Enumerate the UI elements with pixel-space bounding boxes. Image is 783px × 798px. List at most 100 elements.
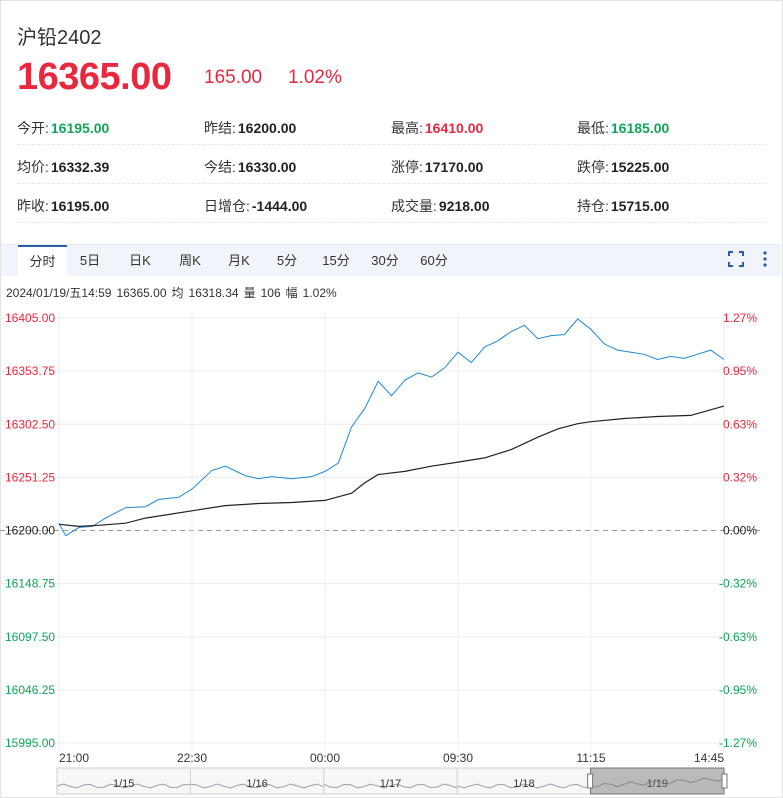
stat-label: 涨停:: [391, 159, 423, 175]
price-change-pct: 1.02%: [288, 67, 342, 88]
info-avg: 16318.34: [188, 286, 239, 300]
series: [58, 318, 725, 537]
price-change: 165.00: [204, 67, 263, 88]
y-tick-label: 16046.25: [5, 683, 55, 697]
navigator-track[interactable]: [56, 767, 725, 795]
info-vol-label: 量: [243, 286, 256, 300]
navigator-sparkline: [457, 783, 591, 789]
stat-label: 昨收:: [17, 198, 49, 214]
y-tick-label: 16097.50: [5, 630, 55, 644]
stat-value: -1444.00: [251, 198, 308, 214]
stat-value: 16200.00: [237, 120, 297, 136]
stat-label: 日增仓:: [204, 198, 250, 214]
navigator-sparkline: [190, 783, 324, 789]
stat-label: 最低:: [577, 120, 609, 136]
period-tabs: 分时 5日 日K 周K 月K 5分 15分 30分 60分: [1, 244, 781, 276]
stat-label: 均价:: [17, 159, 49, 175]
navigator-sparkline: [590, 777, 725, 788]
stat-value: 15225.00: [610, 159, 670, 175]
info-time: 2024/01/19/五14:59: [6, 286, 112, 300]
navigator-handle-right[interactable]: [721, 773, 728, 789]
x-tick-label: 14:45: [694, 751, 724, 765]
pct-tick-label: 0.63%: [723, 417, 757, 431]
pct-tick-label: 0.95%: [723, 364, 757, 378]
stat-label: 今结:: [204, 159, 236, 175]
stat-label: 持仓:: [577, 198, 609, 214]
stat-label: 今开:: [17, 120, 49, 136]
y-tick-label: 16353.75: [5, 364, 55, 378]
y-tick-label: 15995.00: [5, 736, 55, 750]
stat-value: 16195.00: [50, 120, 110, 136]
stat-prev-settle: 昨结: 16200.00: [204, 118, 296, 138]
stats-row: 均价: 16332.39 今结: 16330.00 涨停: 17170.00 跌停: 1…: [17, 145, 766, 184]
pct-tick-label: 1.27%: [723, 311, 757, 325]
info-amp-label: 幅: [285, 286, 298, 300]
stats-grid: 今开: 16195.00 昨结: 16200.00 最高: 16410.00 最低: 1…: [17, 106, 766, 223]
tab-5day[interactable]: 5日: [79, 253, 101, 268]
stat-value: 9218.00: [438, 198, 490, 214]
more-vertical-icon[interactable]: [758, 250, 772, 268]
stat-label: 成交量:: [391, 198, 437, 214]
price-line: [58, 318, 725, 537]
tab-5min[interactable]: 5分: [276, 253, 298, 268]
pct-tick-label: 0.00%: [723, 524, 757, 538]
y-tick-label: 16251.25: [5, 470, 55, 484]
tab-15min[interactable]: 15分: [322, 253, 350, 268]
navigator-label: 1/15: [113, 778, 134, 790]
tab-monthly-k[interactable]: 月K: [228, 253, 250, 268]
y-axis-labels: 16405.00 16353.75 16302.50 16251.25 16200.00…: [5, 311, 55, 750]
navigator-label: 1/16: [246, 778, 267, 790]
navigator-label: 1/18: [513, 778, 534, 790]
x-tick-label: 22:30: [177, 751, 207, 765]
stat-open: 今开: 16195.00: [17, 118, 109, 138]
info-price: 16365.00: [116, 286, 167, 300]
stats-row: 昨收: 16195.00 日增仓: -1444.00 成交量: 9218.00 持仓:…: [17, 184, 766, 223]
expand-icon[interactable]: [728, 251, 744, 267]
stat-label: 最高:: [391, 120, 423, 136]
navigator-sparkline: [56, 783, 191, 789]
stat-value: 17170.00: [424, 159, 484, 175]
tab-intraday[interactable]: 分时: [18, 245, 67, 276]
stat-limit-up: 涨停: 17170.00: [391, 157, 483, 177]
x-tick-label: 21:00: [59, 751, 89, 765]
x-tick-label: 09:30: [443, 751, 473, 765]
stat-low: 最低: 16185.00: [577, 118, 669, 138]
navigator-label: 1/19: [647, 778, 668, 790]
stat-label: 昨结:: [204, 120, 236, 136]
tab-daily-k[interactable]: 日K: [129, 253, 151, 268]
stat-open-interest: 持仓: 15715.00: [577, 196, 669, 216]
navigator-selection[interactable]: [590, 767, 725, 795]
tab-weekly-k[interactable]: 周K: [179, 253, 201, 268]
tab-60min[interactable]: 60分: [420, 253, 448, 268]
range-navigator[interactable]: 1/15 1/16 1/17 1/18 1/19: [56, 767, 728, 795]
x-tick-label: 11:15: [576, 751, 605, 765]
navigator-handle-left[interactable]: [587, 773, 594, 789]
stat-value: 15715.00: [610, 198, 670, 214]
stat-avg: 均价: 16332.39: [17, 157, 109, 177]
pct-tick-label: -0.95%: [719, 683, 757, 697]
info-amp: 1.02%: [302, 286, 337, 300]
y-tick-label: 16148.75: [5, 577, 55, 591]
stats-row: 今开: 16195.00 昨结: 16200.00 最高: 16410.00 最低: 1…: [17, 106, 766, 145]
pct-axis-labels: 1.27% 0.95% 0.63% 0.32% 0.00% -0.32% -0.63% -0.…: [719, 311, 757, 750]
x-tick-label: 00:00: [310, 751, 340, 765]
y-tick-label: 16200.00: [5, 524, 55, 538]
crosshair-info: 2024/01/19/五14:59 16365.00 均 16318.34 量 106 幅 1…: [6, 284, 342, 301]
stat-label: 跌停:: [577, 159, 609, 175]
y-tick-label: 16302.50: [5, 417, 55, 431]
pct-tick-label: -1.27%: [719, 736, 757, 750]
x-axis-labels: 21:00 22:30 00:00 09:30 11:15 14:45: [59, 751, 724, 765]
stat-value: 16332.39: [50, 159, 110, 175]
stat-value: 16410.00: [424, 120, 484, 136]
stat-volume: 成交量: 9218.00: [391, 196, 490, 216]
tab-30min[interactable]: 30分: [371, 253, 399, 268]
navigator-label: 1/17: [380, 778, 401, 790]
stat-limit-down: 跌停: 15225.00: [577, 157, 669, 177]
grid: [0, 312, 760, 751]
y-tick-label: 16405.00: [5, 311, 55, 325]
stat-oi-change: 日增仓: -1444.00: [204, 196, 307, 216]
pct-tick-label: 0.32%: [723, 470, 757, 484]
avg-line: [58, 405, 725, 528]
info-vol: 106: [260, 286, 281, 300]
